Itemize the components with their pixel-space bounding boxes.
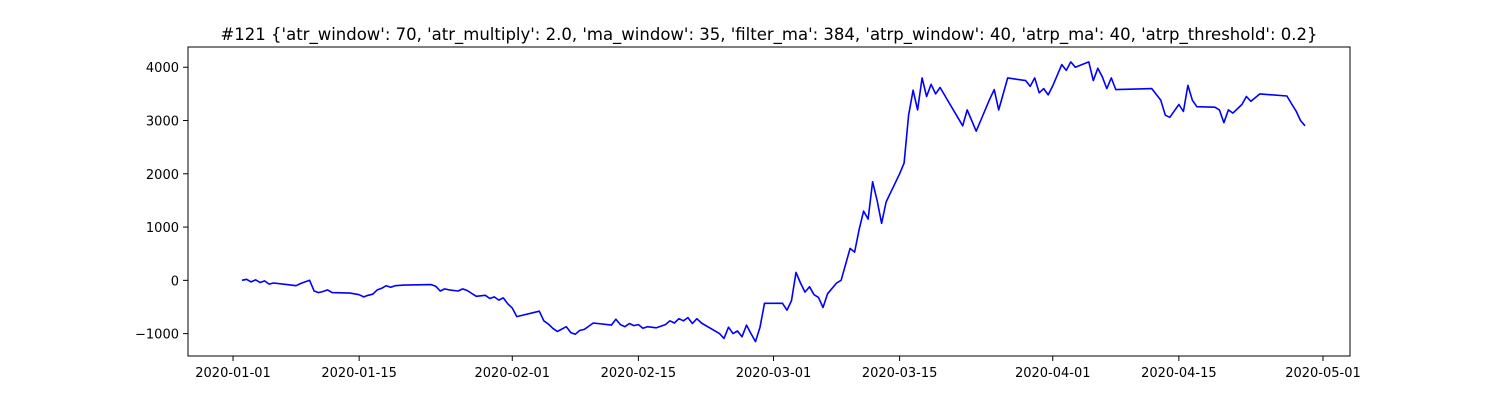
x-tick-label: 2020-01-01: [195, 366, 271, 381]
plot-frame: [187, 46, 1351, 357]
y-tick-label: 1000: [146, 221, 179, 236]
series-line: [241, 61, 1306, 343]
x-tick-label: 2020-01-15: [321, 366, 397, 381]
chart-title: #121 {'atr_window': 70, 'atr_multiply': …: [220, 25, 1317, 45]
axis-ticks: 2020-01-01 2020-01-15 2020-02-01 2020-02-15…: [135, 61, 1361, 381]
y-tick-label: 2000: [146, 168, 179, 183]
x-tick-label: 2020-05-01: [1285, 366, 1361, 381]
y-tick-label: −1000: [135, 328, 179, 343]
x-tick-label: 2020-02-15: [601, 366, 677, 381]
y-tick-label: 0: [171, 274, 179, 289]
y-tick-label: 3000: [146, 115, 179, 130]
y-tick-label: 4000: [146, 61, 179, 76]
x-tick-label: 2020-04-01: [1015, 366, 1091, 381]
x-tick-label: 2020-03-15: [862, 366, 938, 381]
x-tick-label: 2020-04-15: [1141, 366, 1217, 381]
x-tick-label: 2020-02-01: [474, 366, 550, 381]
x-tick-label: 2020-03-01: [736, 366, 812, 381]
